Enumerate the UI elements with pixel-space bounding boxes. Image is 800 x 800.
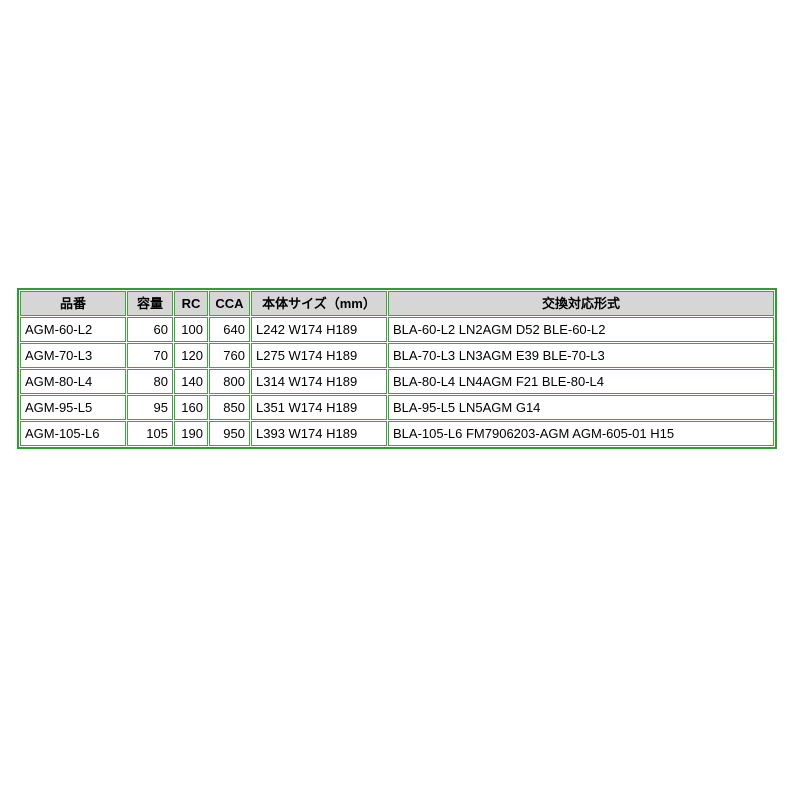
cell-compat: BLA-60-L2 LN2AGM D52 BLE-60-L2 (388, 317, 774, 342)
cell-size: L275 W174 H189 (251, 343, 387, 368)
table-header-row: 品番 容量 RC CCA 本体サイズ（mm） 交換対応形式 (20, 291, 774, 316)
cell-capacity: 95 (127, 395, 173, 420)
cell-size: L314 W174 H189 (251, 369, 387, 394)
cell-rc: 120 (174, 343, 208, 368)
table-row: AGM-60-L2 60 100 640 L242 W174 H189 BLA-60-L2… (20, 317, 774, 342)
cell-rc: 140 (174, 369, 208, 394)
cell-hinban: AGM-70-L3 (20, 343, 126, 368)
battery-spec-table: 品番 容量 RC CCA 本体サイズ（mm） 交換対応形式 AGM-60-L2 6… (17, 288, 777, 449)
cell-rc: 190 (174, 421, 208, 446)
cell-capacity: 60 (127, 317, 173, 342)
cell-capacity: 80 (127, 369, 173, 394)
cell-hinban: AGM-60-L2 (20, 317, 126, 342)
cell-cca: 800 (209, 369, 250, 394)
cell-cca: 850 (209, 395, 250, 420)
cell-size: L242 W174 H189 (251, 317, 387, 342)
table-row: AGM-70-L3 70 120 760 L275 W174 H189 BLA-70-L3… (20, 343, 774, 368)
col-header-capacity: 容量 (127, 291, 173, 316)
cell-capacity: 105 (127, 421, 173, 446)
cell-compat: BLA-95-L5 LN5AGM G14 (388, 395, 774, 420)
cell-compat: BLA-70-L3 LN3AGM E39 BLE-70-L3 (388, 343, 774, 368)
cell-hinban: AGM-80-L4 (20, 369, 126, 394)
col-header-compat: 交換対応形式 (388, 291, 774, 316)
table-row: AGM-105-L6 105 190 950 L393 W174 H189 BLA-105… (20, 421, 774, 446)
col-header-hinban: 品番 (20, 291, 126, 316)
cell-capacity: 70 (127, 343, 173, 368)
cell-hinban: AGM-105-L6 (20, 421, 126, 446)
cell-rc: 160 (174, 395, 208, 420)
table-row: AGM-80-L4 80 140 800 L314 W174 H189 BLA-80-L4… (20, 369, 774, 394)
cell-size: L351 W174 H189 (251, 395, 387, 420)
col-header-cca: CCA (209, 291, 250, 316)
cell-cca: 950 (209, 421, 250, 446)
cell-rc: 100 (174, 317, 208, 342)
table-row: AGM-95-L5 95 160 850 L351 W174 H189 BLA-95-L5… (20, 395, 774, 420)
cell-compat: BLA-105-L6 FM7906203-AGM AGM-605-01 H15 (388, 421, 774, 446)
col-header-size: 本体サイズ（mm） (251, 291, 387, 316)
cell-cca: 760 (209, 343, 250, 368)
cell-size: L393 W174 H189 (251, 421, 387, 446)
cell-cca: 640 (209, 317, 250, 342)
cell-compat: BLA-80-L4 LN4AGM F21 BLE-80-L4 (388, 369, 774, 394)
cell-hinban: AGM-95-L5 (20, 395, 126, 420)
col-header-rc: RC (174, 291, 208, 316)
